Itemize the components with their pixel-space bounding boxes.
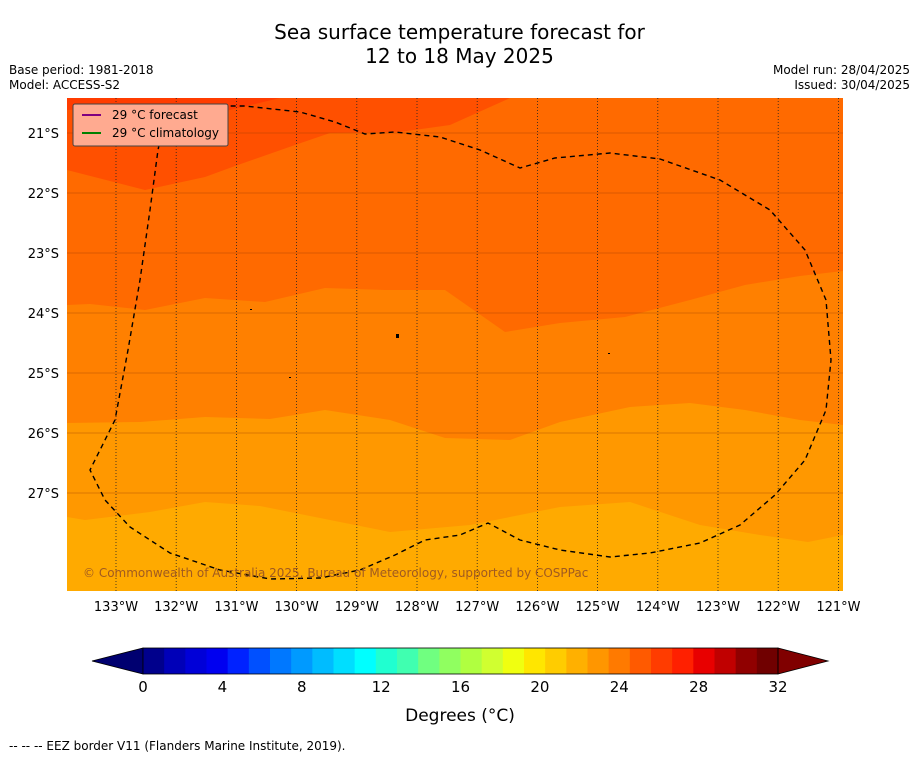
lon-label: 121°W — [816, 600, 860, 615]
lat-label: 23°S — [28, 247, 59, 262]
latitude-labels: 21°S 22°S 23°S 24°S 25°S 26°S 27°S — [28, 127, 59, 502]
colorbar-segment — [206, 648, 229, 674]
island-marker — [608, 353, 610, 354]
lat-label: 22°S — [28, 187, 59, 202]
lon-label: 133°W — [94, 600, 138, 615]
copyright-text: © Commonwealth of Australia 2025, Bureau… — [83, 566, 588, 580]
meta-right: Model run: 28/04/2025 Issued: 30/04/2025 — [773, 63, 910, 93]
lat-label: 26°S — [28, 427, 59, 442]
base-period: Base period: 1981-2018 — [9, 63, 154, 77]
colorbar-segment — [164, 648, 186, 674]
colorbar-segment — [354, 648, 377, 674]
colorbar-ticks: 0 4 8 12 16 20 24 28 32 — [138, 678, 787, 696]
colorbar-label: Degrees (°C) — [405, 706, 515, 726]
lon-label: 123°W — [696, 600, 740, 615]
colorbar-segment — [545, 648, 567, 674]
lat-label: 21°S — [28, 127, 59, 142]
colorbar-segment — [714, 648, 737, 674]
lon-label: 130°W — [275, 600, 319, 615]
colorbar-segment — [291, 648, 313, 674]
lon-label: 127°W — [455, 600, 499, 615]
colorbar-over-arrow — [777, 647, 830, 675]
colorbar-tick-label: 16 — [451, 678, 470, 696]
colorbar-tick-label: 12 — [372, 678, 391, 696]
lon-label: 132°W — [154, 600, 198, 615]
colorbar-segment — [502, 648, 525, 674]
islands — [250, 309, 610, 378]
colorbar-segment — [375, 648, 398, 674]
lat-label: 27°S — [28, 487, 59, 502]
eez-border — [89, 105, 832, 580]
colorbar-tick-label: 0 — [138, 678, 148, 696]
island-marker — [289, 377, 291, 378]
colorbar-segment — [418, 648, 440, 674]
colorbar-tick-label: 4 — [218, 678, 228, 696]
colorbar-segment — [629, 648, 652, 674]
model-name: Model: ACCESS-S2 — [9, 78, 121, 92]
colorbar-under-arrow — [91, 647, 144, 675]
colorbar-tick-label: 20 — [530, 678, 549, 696]
map-legend: 29 °C forecast 29 °C climatology — [72, 103, 229, 147]
chart-title: Sea surface temperature forecast for 12 … — [0, 20, 919, 68]
colorbar-segment — [185, 648, 207, 674]
issued-date: Issued: 30/04/2025 — [794, 78, 910, 92]
colorbar-segment — [248, 648, 271, 674]
longitude-labels: 133°W 132°W 131°W 130°W 129°W 128°W 127°W 126°W… — [94, 600, 861, 615]
lon-label: 129°W — [335, 600, 379, 615]
lat-label: 25°S — [28, 367, 59, 382]
colorbar — [91, 647, 830, 675]
colorbar-segment — [143, 648, 165, 674]
lat-label: 24°S — [28, 307, 59, 322]
colorbar-segment — [397, 648, 419, 674]
colorbar-segment — [333, 648, 356, 674]
colorbar-segment — [270, 648, 292, 674]
colorbar-segment — [672, 648, 694, 674]
colorbar-segment — [481, 648, 504, 674]
lon-label: 128°W — [395, 600, 439, 615]
colorbar-segment — [587, 648, 610, 674]
lon-label: 124°W — [636, 600, 680, 615]
model-run: Model run: 28/04/2025 — [772, 63, 910, 77]
island-marker — [396, 334, 399, 338]
island-marker — [250, 309, 252, 310]
colorbar-segment — [227, 648, 250, 674]
meta-left: Base period: 1981-2018 Model: ACCESS-S2 — [9, 63, 154, 93]
lon-label: 125°W — [576, 600, 620, 615]
legend-forecast-label: 29 °C forecast — [112, 108, 198, 122]
colorbar-tick-label: 8 — [297, 678, 307, 696]
colorbar-segment — [439, 648, 461, 674]
colorbar-segment — [312, 648, 334, 674]
colorbar-tick-label: 32 — [768, 678, 787, 696]
colorbar-tick-label: 28 — [689, 678, 708, 696]
lon-label: 131°W — [214, 600, 258, 615]
colorbar-segment — [608, 648, 631, 674]
sst-field — [67, 98, 843, 591]
colorbar-tick-label: 24 — [610, 678, 629, 696]
colorbar-segment — [735, 648, 758, 674]
lon-label: 126°W — [515, 600, 559, 615]
eez-footnote: -- -- -- EEZ border V11 (Flanders Marine… — [9, 739, 346, 753]
colorbar-segment — [756, 648, 779, 674]
colorbar-segment — [693, 648, 715, 674]
colorbar-segment — [651, 648, 673, 674]
colorbar-segment — [524, 648, 546, 674]
colorbar-segment — [460, 648, 483, 674]
title-line-2: 12 to 18 May 2025 — [365, 44, 554, 68]
legend-climatology-label: 29 °C climatology — [112, 126, 219, 140]
colorbar-segment — [566, 648, 588, 674]
title-line-1: Sea surface temperature forecast for — [274, 20, 645, 44]
lon-label: 122°W — [756, 600, 800, 615]
colorbar-outline — [142, 647, 779, 675]
